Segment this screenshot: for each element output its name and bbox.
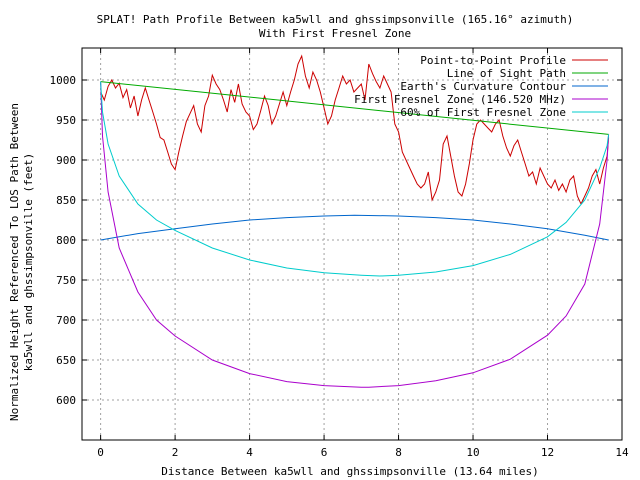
x-tick-label: 4 xyxy=(246,446,253,459)
legend-label: Earth's Curvature Contour xyxy=(400,80,566,93)
legend-label: First Fresnel Zone (146.520 MHz) xyxy=(354,93,566,106)
legend-label: 60% of First Fresnel Zone xyxy=(400,106,566,119)
y-tick-label: 600 xyxy=(56,394,76,407)
series-point-to-point-profile-line xyxy=(100,54,610,206)
plot-frame xyxy=(81,47,623,441)
x-tick-label: 6 xyxy=(321,446,328,459)
x-tick-label: 0 xyxy=(97,446,104,459)
series-60-of-first-fresnel-zone-line xyxy=(100,81,610,277)
series-first-fresnel-zone-146-520-mhz-line xyxy=(100,81,610,388)
series-earth-s-curvature-contour-line xyxy=(100,214,609,241)
x-tick-label: 10 xyxy=(466,446,479,459)
x-tick-label: 2 xyxy=(172,446,179,459)
x-tick-label: 12 xyxy=(541,446,554,459)
legend-label: Point-to-Point Profile xyxy=(420,54,566,67)
x-tick-label: 14 xyxy=(615,446,629,459)
y-tick-label: 950 xyxy=(56,114,76,127)
y-tick-label: 750 xyxy=(56,274,76,287)
y-tick-label: 850 xyxy=(56,194,76,207)
y-tick-label: 650 xyxy=(56,354,76,367)
y-tick-label: 1000 xyxy=(50,74,77,87)
x-axis-label: Distance Between ka5wll and ghssimpsonvi… xyxy=(161,465,539,478)
y-tick-label: 800 xyxy=(56,234,76,247)
y-axis-label-line2: ka5wll and ghssimpsonville (feet) xyxy=(22,153,35,372)
y-tick-label: 900 xyxy=(56,154,76,167)
chart-title: SPLAT! Path Profile Between ka5wll and g… xyxy=(97,13,574,26)
legend-label: Line of Sight Path xyxy=(447,67,566,80)
series-line-of-sight-path-line xyxy=(100,81,609,135)
plot-series xyxy=(100,54,610,388)
y-axis-label-line1: Normalized Height Referenced To LOS Path… xyxy=(8,103,21,421)
grid xyxy=(82,48,623,440)
x-tick-label: 8 xyxy=(395,446,402,459)
chart-subtitle: With First Fresnel Zone xyxy=(259,27,411,40)
y-tick-label: 700 xyxy=(56,314,76,327)
y-axis: 600 650 700 750 800 850 900 950 1000 xyxy=(50,74,622,407)
